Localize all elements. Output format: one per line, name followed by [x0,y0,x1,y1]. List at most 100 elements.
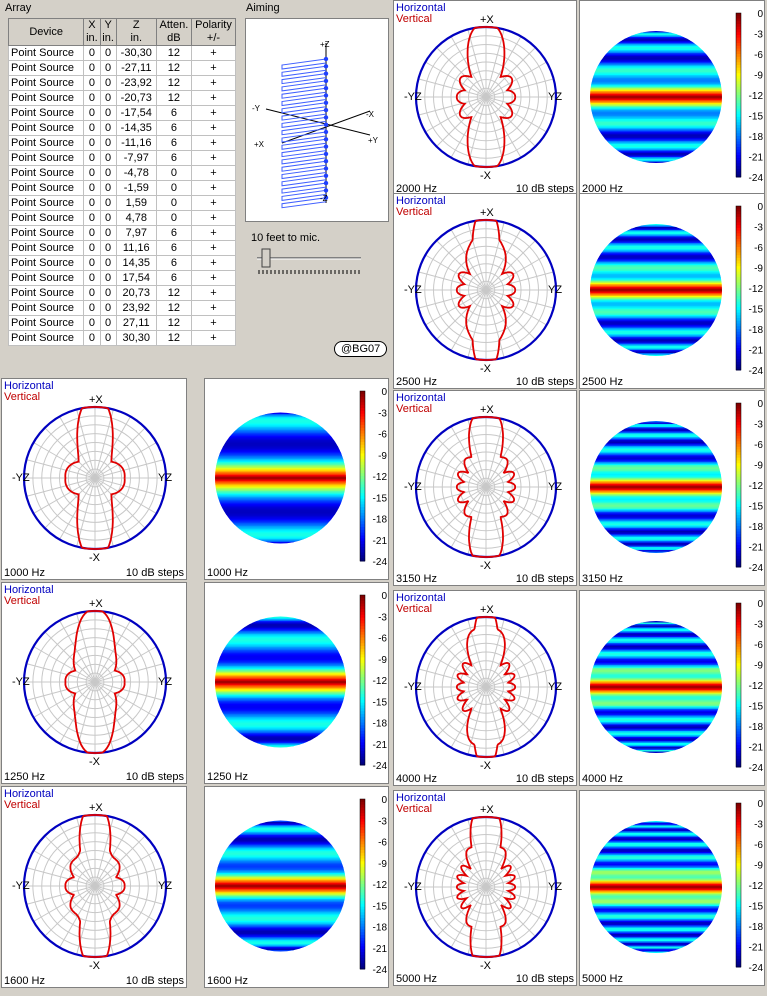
z-cell[interactable]: 14,35 [115,255,157,271]
polar-plot-6[interactable]: Horizontal Vertical +X -X -YZ YZ 4000 Hz 10 dB … [393,590,577,786]
balloon-plot-4[interactable]: 0 -3 -6 -9 -12 -15 -18 -21 -24 2500 Hz [579,193,765,389]
device-cell[interactable]: Point Source [7,90,85,106]
array-row[interactable]: Point Source 0 0 20,73 12 + [7,285,236,301]
y-cell[interactable]: 0 [99,60,117,76]
header-atten[interactable]: Atten. dB [155,18,193,46]
device-cell[interactable]: Point Source [7,240,85,256]
atten-cell[interactable]: 0 [155,210,193,226]
polar-plot-3[interactable]: Horizontal Vertical +X -X -YZ YZ 2000 Hz 10 dB … [393,0,577,196]
device-cell[interactable]: Point Source [7,135,85,151]
y-cell[interactable]: 0 [99,285,117,301]
atten-cell[interactable]: 6 [155,255,193,271]
array-row[interactable]: Point Source 0 0 23,92 12 + [7,300,236,316]
y-cell[interactable]: 0 [99,270,117,286]
z-cell[interactable]: -1,59 [115,180,157,196]
array-row[interactable]: Point Source 0 0 -30,30 12 + [7,45,236,61]
array-row[interactable]: Point Source 0 0 -14,35 6 + [7,120,236,136]
z-cell[interactable]: -27,11 [115,60,157,76]
atten-cell[interactable]: 12 [155,300,193,316]
atten-cell[interactable]: 6 [155,270,193,286]
y-cell[interactable]: 0 [99,330,117,346]
array-row[interactable]: Point Source 0 0 7,97 6 + [7,225,236,241]
z-cell[interactable]: 17,54 [115,270,157,286]
header-device[interactable]: Device [7,18,85,46]
balloon-plot-1[interactable]: 0 -3 -6 -9 -12 -15 -18 -21 -24 1250 Hz [204,582,389,784]
z-cell[interactable]: -20,73 [115,90,157,106]
device-cell[interactable]: Point Source [7,105,85,121]
atten-cell[interactable]: 12 [155,45,193,61]
y-cell[interactable]: 0 [99,75,117,91]
polarity-cell[interactable]: + [191,120,236,136]
y-cell[interactable]: 0 [99,195,117,211]
array-row[interactable]: Point Source 0 0 -17,54 6 + [7,105,236,121]
distance-slider[interactable] [245,244,371,294]
z-cell[interactable]: -30,30 [115,45,157,61]
array-row[interactable]: Point Source 0 0 -1,59 0 + [7,180,236,196]
z-cell[interactable]: -7,97 [115,150,157,166]
aiming-view[interactable]: +Z -Z -Y +Y -X +X [245,18,389,222]
atten-cell[interactable]: 6 [155,135,193,151]
polarity-cell[interactable]: + [191,150,236,166]
atten-cell[interactable]: 12 [155,315,193,331]
balloon-plot-5[interactable]: 0 -3 -6 -9 -12 -15 -18 -21 -24 3150 Hz [579,390,765,586]
array-row[interactable]: Point Source 0 0 -20,73 12 + [7,90,236,106]
x-cell[interactable]: 0 [83,60,101,76]
array-row[interactable]: Point Source 0 0 30,30 12 + [7,330,236,346]
z-cell[interactable]: 4,78 [115,210,157,226]
array-row[interactable]: Point Source 0 0 27,11 12 + [7,315,236,331]
array-row[interactable]: Point Source 0 0 -4,78 0 + [7,165,236,181]
atten-cell[interactable]: 6 [155,225,193,241]
y-cell[interactable]: 0 [99,210,117,226]
array-row[interactable]: Point Source 0 0 4,78 0 + [7,210,236,226]
x-cell[interactable]: 0 [83,225,101,241]
array-row[interactable]: Point Source 0 0 14,35 6 + [7,255,236,271]
y-cell[interactable]: 0 [99,120,117,136]
y-cell[interactable]: 0 [99,150,117,166]
array-row[interactable]: Point Source 0 0 -7,97 6 + [7,150,236,166]
polarity-cell[interactable]: + [191,255,236,271]
z-cell[interactable]: 7,97 [115,225,157,241]
y-cell[interactable]: 0 [99,300,117,316]
atten-cell[interactable]: 12 [155,285,193,301]
polarity-cell[interactable]: + [191,60,236,76]
array-row[interactable]: Point Source 0 0 -11,16 6 + [7,135,236,151]
polarity-cell[interactable]: + [191,165,236,181]
device-cell[interactable]: Point Source [7,120,85,136]
x-cell[interactable]: 0 [83,300,101,316]
polar-plot-4[interactable]: Horizontal Vertical +X -X -YZ YZ 2500 Hz 10 dB … [393,193,577,389]
device-cell[interactable]: Point Source [7,330,85,346]
array-row[interactable]: Point Source 0 0 11,16 6 + [7,240,236,256]
z-cell[interactable]: -4,78 [115,165,157,181]
z-cell[interactable]: -11,16 [115,135,157,151]
z-cell[interactable]: 11,16 [115,240,157,256]
x-cell[interactable]: 0 [83,285,101,301]
balloon-plot-7[interactable]: 0 -3 -6 -9 -12 -15 -18 -21 -24 5000 Hz [579,790,765,986]
atten-cell[interactable]: 12 [155,330,193,346]
y-cell[interactable]: 0 [99,105,117,121]
x-cell[interactable]: 0 [83,330,101,346]
x-cell[interactable]: 0 [83,195,101,211]
y-cell[interactable]: 0 [99,165,117,181]
atten-cell[interactable]: 6 [155,150,193,166]
x-cell[interactable]: 0 [83,105,101,121]
y-cell[interactable]: 0 [99,45,117,61]
atten-cell[interactable]: 12 [155,60,193,76]
x-cell[interactable]: 0 [83,75,101,91]
z-cell[interactable]: -23,92 [115,75,157,91]
device-cell[interactable]: Point Source [7,45,85,61]
x-cell[interactable]: 0 [83,180,101,196]
array-row[interactable]: Point Source 0 0 17,54 6 + [7,270,236,286]
x-cell[interactable]: 0 [83,240,101,256]
atten-cell[interactable]: 6 [155,105,193,121]
polar-plot-0[interactable]: Horizontal Vertical +X -X -YZ YZ 1000 Hz 10 dB … [1,378,187,580]
x-cell[interactable]: 0 [83,120,101,136]
polar-plot-5[interactable]: Horizontal Vertical +X -X -YZ YZ 3150 Hz 10 dB … [393,390,577,586]
polarity-cell[interactable]: + [191,75,236,91]
polar-plot-2[interactable]: Horizontal Vertical +X -X -YZ YZ 1600 Hz 10 dB … [1,786,187,988]
array-row[interactable]: Point Source 0 0 -23,92 12 + [7,75,236,91]
y-cell[interactable]: 0 [99,315,117,331]
x-cell[interactable]: 0 [83,255,101,271]
atten-cell[interactable]: 12 [155,90,193,106]
polarity-cell[interactable]: + [191,285,236,301]
balloon-plot-2[interactable]: 0 -3 -6 -9 -12 -15 -18 -21 -24 1600 Hz [204,786,389,988]
